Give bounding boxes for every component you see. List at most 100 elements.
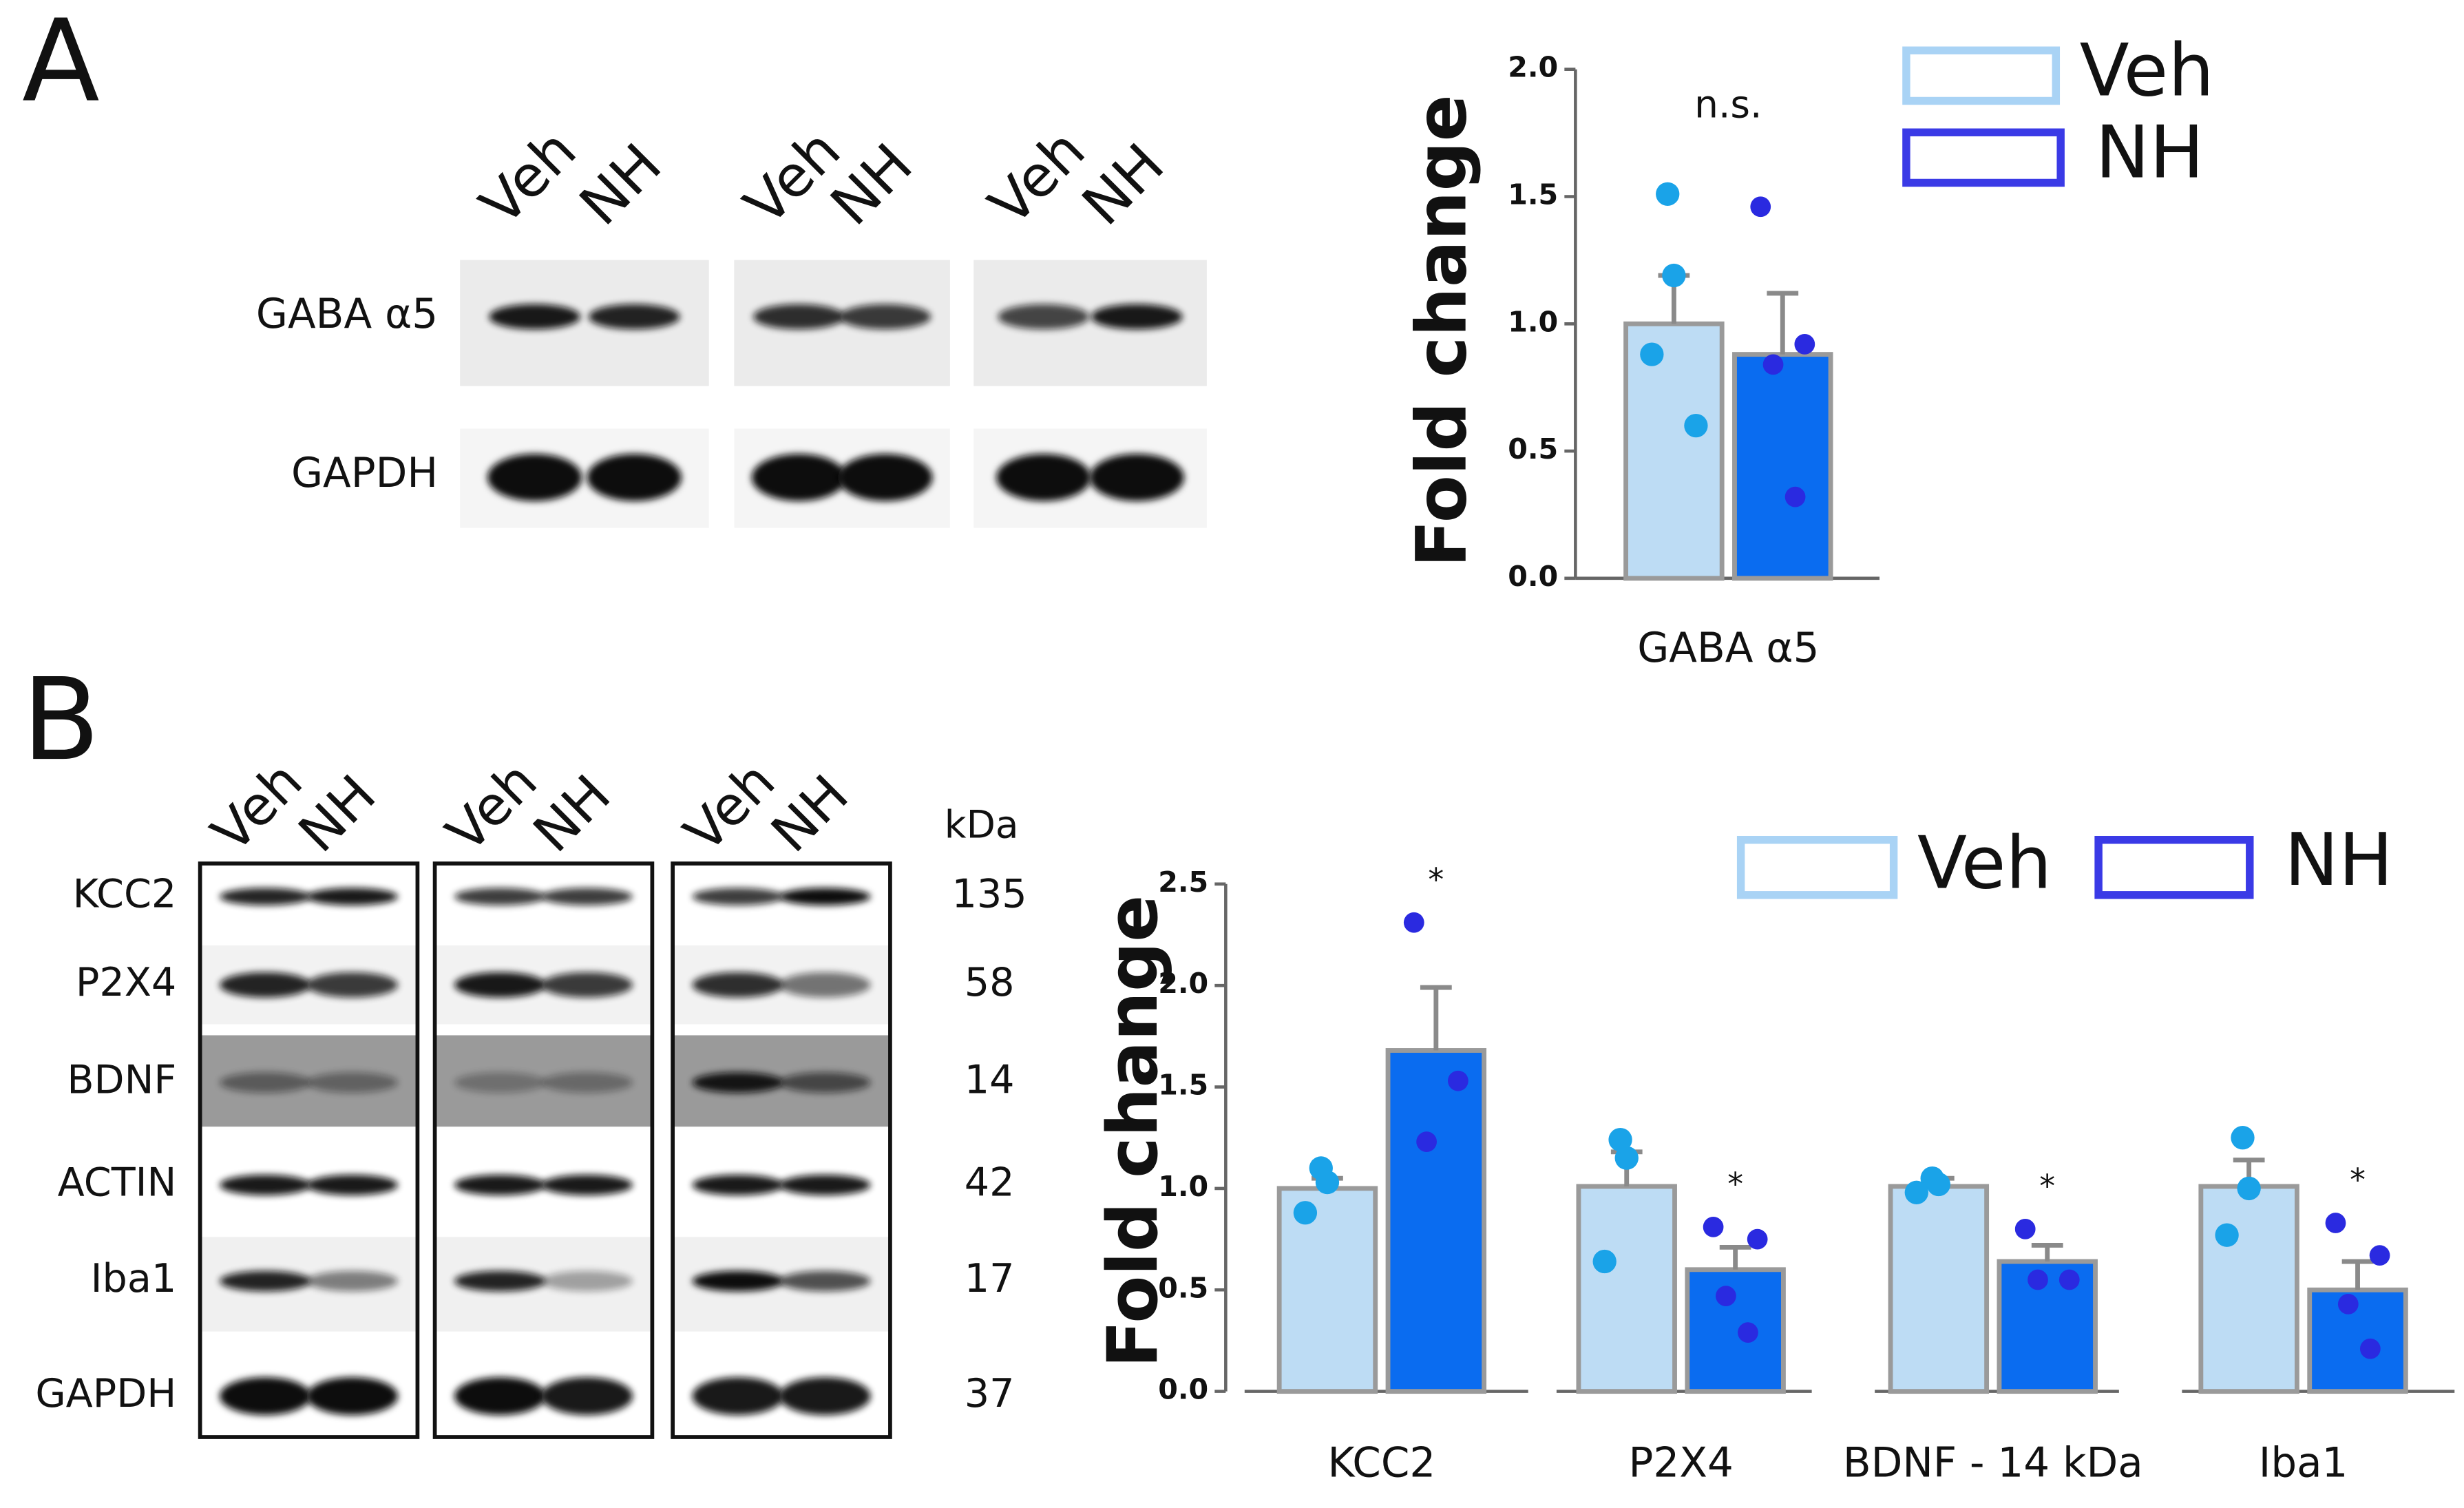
lane-label: NH — [1071, 132, 1177, 238]
bar — [1732, 352, 1833, 581]
error-bar — [2341, 1259, 2374, 1290]
row-label: BDNF — [67, 1058, 176, 1103]
error-bar — [1420, 985, 1452, 1051]
blot-frame — [432, 861, 655, 1439]
lane-label: Veh — [468, 118, 589, 238]
y-tick-label: 0.5 — [1158, 1271, 1208, 1304]
blot-band — [587, 454, 682, 501]
bar — [1385, 1048, 1487, 1394]
blot-band — [454, 888, 546, 905]
panel-label: A — [22, 0, 100, 127]
lane-label: Veh — [200, 750, 315, 864]
blot-band — [489, 304, 581, 330]
kda-value: 58 — [965, 960, 1015, 1005]
lane-label: Veh — [977, 118, 1097, 238]
data-point — [1662, 263, 1686, 288]
legend-label: NH — [2096, 110, 2204, 195]
data-point — [2231, 1126, 2255, 1150]
data-point — [1703, 1217, 1724, 1237]
blot-band — [541, 1174, 633, 1195]
blot-frame — [198, 861, 420, 1439]
y-tick-label: 0.0 — [1158, 1373, 1208, 1406]
error-bar — [2031, 1242, 2063, 1262]
kda-value: 37 — [965, 1371, 1015, 1416]
data-point — [2014, 1218, 2036, 1239]
error-bar — [1767, 291, 1799, 355]
error-bar — [1719, 1244, 1751, 1270]
data-point — [2325, 1213, 2346, 1233]
blot-band — [998, 304, 1090, 330]
panel-label: B — [22, 653, 100, 786]
y-tick-label: 1.0 — [1508, 305, 1558, 338]
data-point — [1416, 1131, 1437, 1152]
y-tick-label: 2.0 — [1158, 967, 1208, 1000]
blot-band — [541, 972, 633, 998]
blot-band — [219, 1377, 311, 1415]
blot-band — [454, 972, 546, 998]
row-label: KCC2 — [73, 872, 177, 917]
lane-label: NH — [568, 132, 675, 238]
x-tick-label: GABA α5 — [1637, 625, 1819, 672]
blot-band — [692, 1377, 784, 1415]
data-point — [1656, 182, 1680, 206]
legend-swatch — [2094, 835, 2254, 899]
annotation: * — [2039, 1168, 2055, 1204]
data-point — [2359, 1338, 2381, 1359]
kda-value: 135 — [952, 872, 1027, 917]
data-point — [1762, 354, 1784, 375]
x-tick-label: BDNF - 14 kDa — [1843, 1439, 2143, 1487]
blot-band — [588, 304, 680, 330]
blot-band — [753, 304, 845, 330]
legend-swatch — [1902, 46, 2061, 105]
x-tick-label: P2X4 — [1629, 1439, 1734, 1487]
blot-band — [306, 888, 399, 905]
y-axis-label: Fold change — [1093, 895, 1173, 1368]
row-label: Iba1 — [91, 1256, 177, 1301]
data-point — [1926, 1172, 1950, 1197]
blot-band — [779, 1377, 871, 1415]
blot-band — [487, 454, 582, 501]
blot-band — [779, 1270, 871, 1292]
data-point — [1315, 1170, 1340, 1195]
lane-label: Veh — [673, 750, 787, 864]
blot-band — [751, 454, 847, 501]
blot-band — [219, 1174, 311, 1195]
legend-swatch — [1736, 835, 1898, 899]
blot-band — [779, 1072, 871, 1093]
row-label: GAPDH — [291, 450, 438, 497]
bar — [1623, 321, 1725, 581]
data-point — [1794, 333, 1815, 355]
blot-band — [306, 1377, 399, 1415]
y-tick-label: 0.0 — [1508, 560, 1558, 593]
blot-band — [779, 888, 871, 905]
blot-band — [306, 972, 399, 998]
blot-band — [1089, 454, 1184, 501]
data-point — [1614, 1146, 1639, 1170]
blot-band — [692, 1072, 784, 1093]
legend-label: Veh — [2080, 28, 2214, 113]
data-point — [2369, 1245, 2390, 1266]
blot-band — [541, 888, 633, 905]
x-tick-label: KCC2 — [1328, 1439, 1436, 1487]
row-label: P2X4 — [76, 960, 176, 1005]
blot-band — [306, 1174, 399, 1195]
y-axis-label: Fold change — [1402, 94, 1482, 567]
blot-band — [692, 888, 784, 905]
data-point — [2337, 1294, 2359, 1315]
blot-band — [219, 888, 311, 905]
blot-band — [454, 1270, 546, 1292]
data-point — [1684, 413, 1708, 438]
data-point — [1750, 196, 1771, 218]
annotation: * — [2350, 1162, 2366, 1198]
blot-band — [692, 1174, 784, 1195]
y-tick-label: 0.5 — [1508, 432, 1558, 465]
blot-band — [454, 1377, 546, 1415]
blot-band — [692, 1270, 784, 1292]
blot-band — [1091, 304, 1183, 330]
legend-swatch — [1902, 128, 2065, 187]
data-point — [1738, 1322, 1758, 1343]
blot-band — [219, 972, 311, 998]
data-point — [1716, 1286, 1736, 1306]
blot-band — [839, 304, 931, 330]
